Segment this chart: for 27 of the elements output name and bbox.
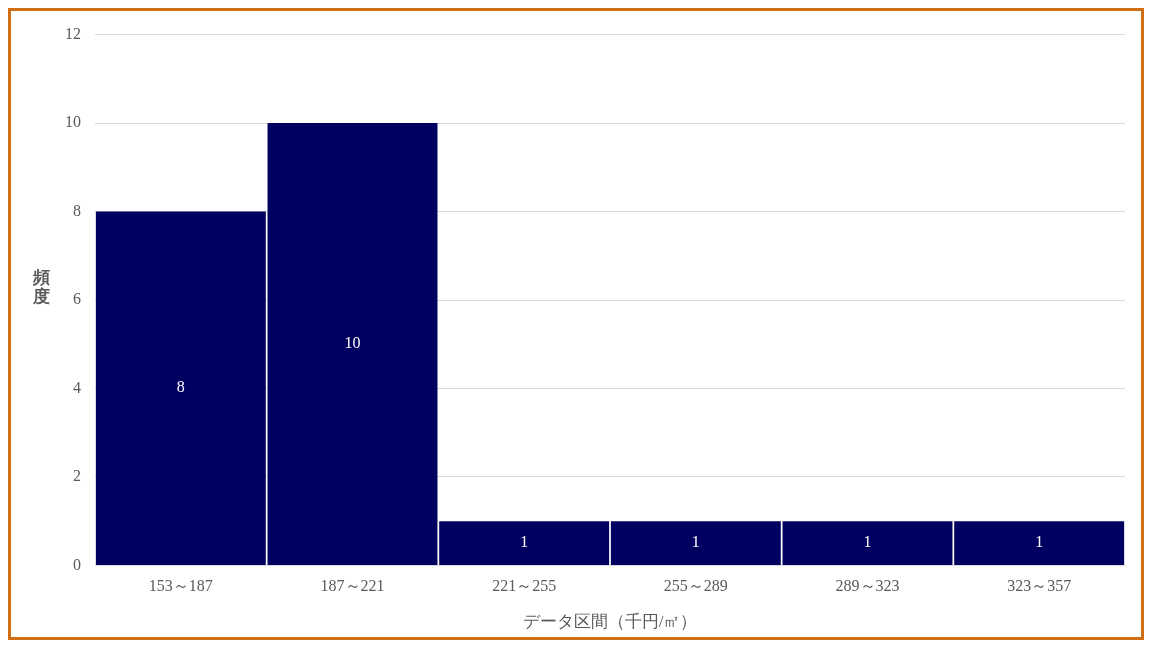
y-tick-label: 6	[73, 290, 81, 308]
x-tick-label: 323～357	[1007, 577, 1072, 595]
bar	[95, 211, 266, 565]
data-label: 1	[520, 533, 529, 551]
bar	[610, 521, 781, 565]
data-label: 8	[176, 378, 185, 396]
y-tick-label: 10	[65, 113, 81, 131]
y-tick-label: 0	[73, 555, 81, 573]
bar	[954, 521, 1125, 565]
y-tick-label: 12	[65, 24, 81, 42]
x-tick-label: 221～255	[492, 577, 557, 595]
bar	[782, 521, 953, 565]
y-tick-label: 4	[73, 378, 81, 396]
y-tick-label: 2	[73, 467, 81, 485]
x-tick-label: 255～289	[663, 577, 728, 595]
data-label: 1	[863, 533, 872, 551]
x-axis-title: データ区間（千円/㎡）	[522, 612, 698, 632]
y-axis-title: 頻度	[33, 268, 51, 307]
data-label: 1	[691, 533, 700, 551]
x-tick-label: 153～187	[148, 577, 213, 595]
x-tick-label: 289～323	[835, 577, 900, 595]
bar	[439, 521, 610, 565]
x-tick-label: 187～221	[320, 577, 385, 595]
data-label: 10	[344, 334, 361, 352]
bar	[267, 123, 438, 565]
data-label: 1	[1035, 533, 1044, 551]
y-tick-label: 8	[73, 201, 81, 219]
